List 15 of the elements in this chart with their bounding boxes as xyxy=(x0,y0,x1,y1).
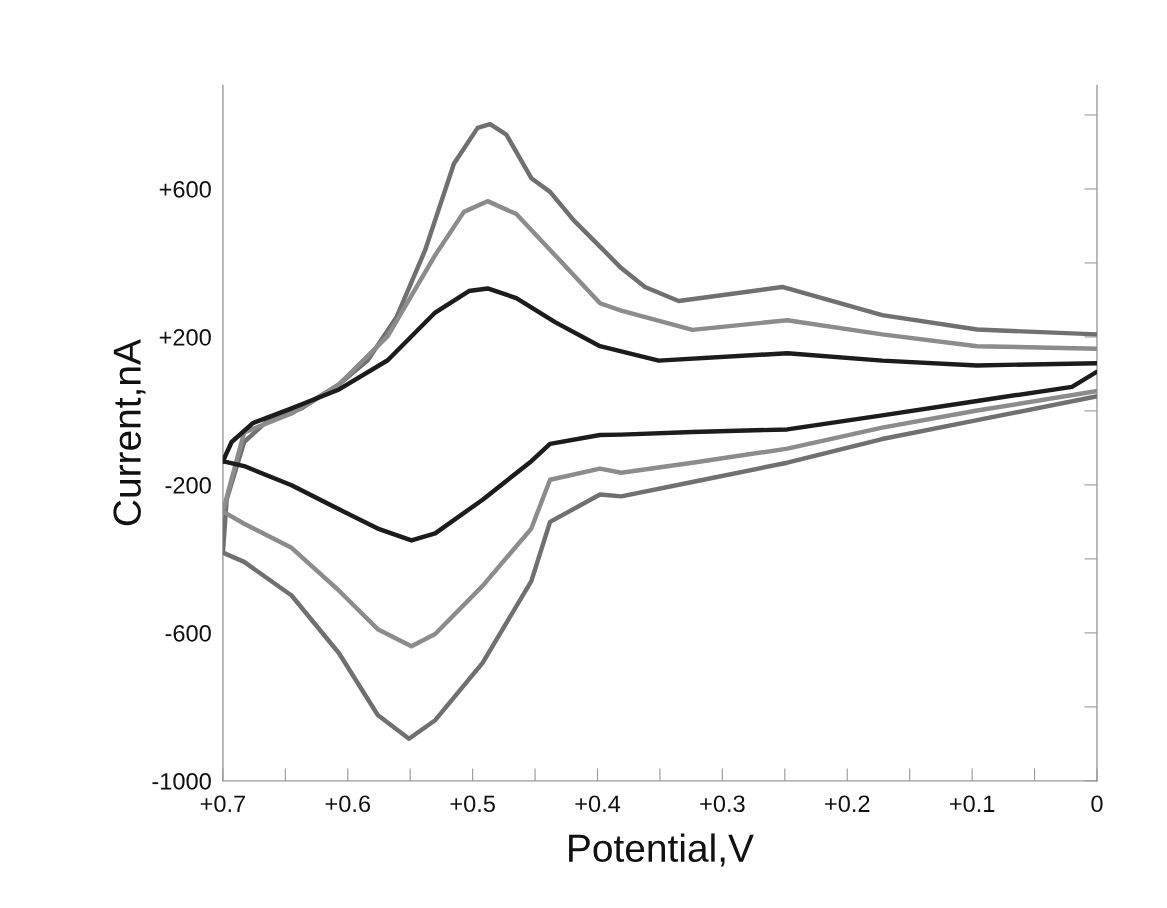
x-tick-label: +0.3 xyxy=(700,795,745,813)
x-tick-label: +0.7 xyxy=(200,795,246,813)
x-tick-label: +0.5 xyxy=(450,795,495,813)
y-tick-label: -1000 xyxy=(152,772,211,790)
y-tick-label: +200 xyxy=(159,328,211,346)
x-tick-label: +0.6 xyxy=(325,795,371,813)
x-axis-title: Potential,V xyxy=(569,833,754,867)
y-axis-title: Current,nA xyxy=(113,339,146,526)
y-tick-label: +600 xyxy=(159,181,211,198)
x-tick-label: +0.4 xyxy=(575,795,621,813)
x-tick-label: +0.2 xyxy=(825,795,870,813)
x-tick-label: +0.1 xyxy=(949,795,995,813)
y-tick-label: -600 xyxy=(165,624,211,642)
x-tick-label: 0 xyxy=(1091,795,1103,813)
y-tick-label: -200 xyxy=(165,476,211,494)
